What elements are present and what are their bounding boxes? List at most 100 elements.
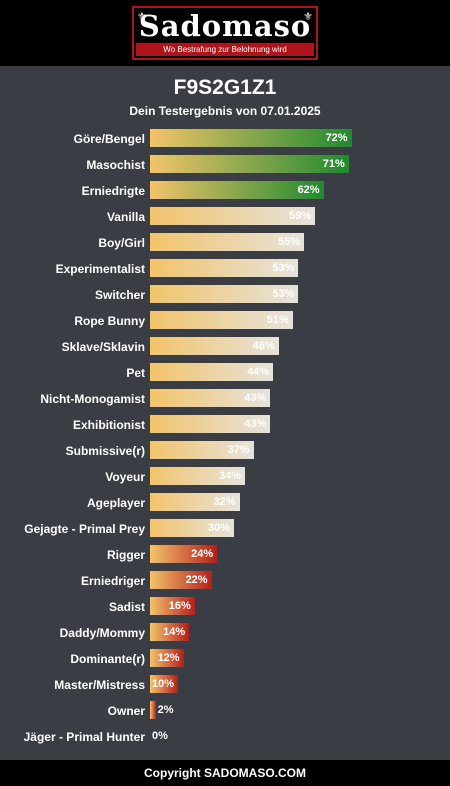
bar (150, 363, 274, 381)
bar (150, 441, 254, 459)
chart-row: Master/Mistress 10% (0, 672, 450, 698)
value-label: 32% (213, 496, 236, 508)
value-label: 2% (157, 704, 174, 716)
chart-row: Nicht-Monogamist 43% (0, 386, 450, 412)
bar (150, 311, 293, 329)
chart-row: Switcher 53% (0, 282, 450, 308)
header-bar: ⚜ ⚜ Sadomaso Wo Bestrafung zur Belohnung… (0, 0, 450, 66)
value-label: 43% (244, 418, 267, 430)
chart-row: Göre/Bengel 72% (0, 126, 450, 152)
category-label: Exhibitionist (73, 418, 145, 432)
bar (150, 207, 316, 225)
result-subtitle: Dein Testergebnis von 07.01.2025 (129, 104, 321, 118)
value-label: 71% (322, 158, 345, 170)
category-label: Sklave/Sklavin (61, 340, 145, 354)
category-label: Sadist (108, 600, 145, 614)
bar (150, 623, 190, 641)
category-label: Boy/Girl (98, 236, 145, 250)
value-label: 12% (157, 652, 180, 664)
copyright-text: Copyright SADOMASO.COM (144, 766, 306, 780)
result-title: F9S2G1Z1 (173, 76, 277, 99)
category-label: Erniedriger (80, 574, 145, 588)
bar (150, 597, 195, 615)
bar (150, 181, 324, 199)
fleur-de-lis-icon: ⚜ (137, 10, 147, 23)
bar (150, 233, 304, 251)
value-label: 62% (297, 184, 320, 196)
value-label: 22% (185, 574, 208, 586)
bar (150, 545, 218, 563)
category-label: Nicht-Monogamist (40, 392, 145, 406)
value-label: 0% (152, 730, 168, 742)
chart-row: Experimentalist 53% (0, 256, 450, 282)
category-label: Daddy/Mommy (59, 626, 145, 640)
value-label: 59% (289, 210, 312, 222)
fleur-de-lis-icon: ⚜ (303, 10, 313, 23)
bar (150, 493, 240, 511)
bar (150, 155, 349, 173)
chart-row: Owner 2% (0, 698, 450, 724)
value-label: 43% (244, 392, 267, 404)
bar (150, 415, 271, 433)
value-label: 16% (168, 600, 191, 612)
value-label: 44% (247, 366, 270, 378)
category-label: Masochist (86, 158, 145, 172)
value-label: 34% (219, 470, 242, 482)
category-label: Gejagte - Primal Prey (24, 522, 145, 536)
category-label: Pet (126, 366, 145, 380)
sadomaso-logo[interactable]: ⚜ ⚜ Sadomaso Wo Bestrafung zur Belohnung… (132, 6, 318, 60)
chart-row: Jäger - Primal Hunter 0% (0, 724, 450, 750)
value-label: 72% (325, 132, 348, 144)
category-label: Switcher (94, 288, 145, 302)
category-label: Göre/Bengel (73, 132, 145, 146)
chart-row: Boy/Girl 55% (0, 230, 450, 256)
value-label: 24% (191, 548, 214, 560)
logo-wordmark: Sadomaso (138, 9, 312, 43)
bar (150, 129, 352, 147)
value-label: 53% (272, 288, 295, 300)
chart-row: Erniedrigte 62% (0, 178, 450, 204)
category-label: Rigger (106, 548, 145, 562)
category-label: Rope Bunny (74, 314, 145, 328)
chart-row: Vanilla 59% (0, 204, 450, 230)
category-label: Voyeur (105, 470, 145, 484)
chart-row: Rigger 24% (0, 542, 450, 568)
result-bar-chart: Göre/Bengel 72% Masochist 71% Erniedrigte 62%… (0, 126, 450, 750)
value-label: 55% (277, 236, 300, 248)
chart-row: Exhibitionist 43% (0, 412, 450, 438)
value-label: 30% (207, 522, 230, 534)
chart-row: Sadist 16% (0, 594, 450, 620)
bar (150, 571, 212, 589)
chart-row: Sklave/Sklavin 46% (0, 334, 450, 360)
category-label: Dominante(r) (70, 652, 145, 666)
bar (150, 337, 279, 355)
category-label: Experimentalist (55, 262, 145, 276)
value-label: 14% (163, 626, 186, 638)
value-label: 37% (227, 444, 250, 456)
chart-row: Voyeur 34% (0, 464, 450, 490)
chart-row: Erniedriger 22% (0, 568, 450, 594)
chart-row: Dominante(r) 12% (0, 646, 450, 672)
bar (150, 675, 178, 693)
bar (150, 467, 246, 485)
chart-row: Pet 44% (0, 360, 450, 386)
bar (150, 701, 156, 719)
chart-row: Gejagte - Primal Prey 30% (0, 516, 450, 542)
category-label: Ageplayer (86, 496, 145, 510)
value-label: 51% (266, 314, 289, 326)
chart-row: Masochist 71% (0, 152, 450, 178)
bar (150, 519, 234, 537)
bar (150, 259, 299, 277)
logo-tagline: Wo Bestrafung zur Belohnung wird (136, 43, 314, 56)
category-label: Master/Mistress (54, 678, 145, 692)
value-label: 46% (252, 340, 275, 352)
category-label: Jäger - Primal Hunter (23, 730, 145, 744)
bar (150, 389, 271, 407)
chart-row: Daddy/Mommy 14% (0, 620, 450, 646)
chart-row: Rope Bunny 51% (0, 308, 450, 334)
category-label: Erniedrigte (81, 184, 145, 198)
bar (150, 649, 184, 667)
category-label: Submissive(r) (65, 444, 145, 458)
category-label: Vanilla (106, 210, 145, 224)
value-label: 53% (272, 262, 295, 274)
